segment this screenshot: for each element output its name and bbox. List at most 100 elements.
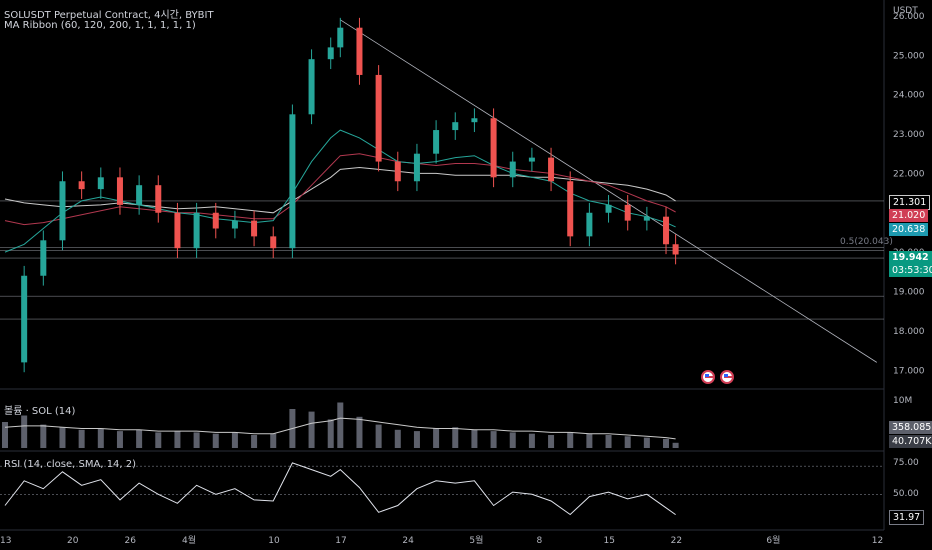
time-tick-label: 6월 [766,534,780,546]
volume-bar [509,432,516,448]
price-candle [413,153,420,182]
volume-axis-tick: 10M [893,396,913,406]
volume-ma-tag: 40.707K [889,435,932,448]
volume-bar [21,415,28,448]
price-tick-label: 26.000 [893,12,925,22]
volume-legend[interactable]: 볼륨 · SOL (14) [4,406,76,417]
price-candle [586,212,593,237]
time-tick-label: 10 [268,536,280,546]
volume-bar [97,428,104,448]
ma200-price-tag: 21.301 [889,195,931,210]
price-candle [212,212,219,229]
price-candle [375,74,382,162]
ma60-line [4,129,676,253]
price-candle [59,181,66,241]
price-tick-label: 19.000 [893,288,925,298]
volume-bar [375,424,382,448]
price-candle [624,204,631,221]
price-candle [643,216,650,221]
volume-bar [452,427,459,448]
time-tick-label: 26 [125,536,137,546]
price-candle [155,185,162,213]
rsi-legend[interactable]: RSI (14, close, SMA, 14, 2) [4,459,137,470]
trendline [340,19,877,363]
countdown-tag: 03:53:30 [889,264,932,277]
price-candle [394,161,401,182]
volume-bar [586,433,593,448]
price-tick-label: 24.000 [893,91,925,101]
volume-bar [327,419,334,448]
time-tick-label: 22 [671,536,682,546]
volume-bar [394,429,401,448]
price-candle [97,177,104,190]
volume-bar [78,429,85,448]
price-candle [567,181,574,237]
rsi-tick-75: 75.00 [893,458,919,468]
price-candle [672,244,679,255]
volume-bar [624,436,631,448]
ma120-price-tag: 21.020 [889,209,929,222]
price-tick-label: 25.000 [893,51,925,61]
price-candle [78,181,85,190]
price-candle [490,118,497,178]
price-candle [452,122,459,131]
price-candle [116,177,123,205]
price-tick-label: 23.000 [893,130,925,140]
volume-bar [193,432,200,448]
time-tick-label: 4월 [182,534,196,546]
price-candle [548,157,555,182]
ma200-line [4,166,676,214]
price-candle [605,204,612,213]
ma60-price-tag: 20.638 [889,223,929,236]
time-tick-label: 17 [335,536,346,546]
time-tick-label: 20 [67,536,79,546]
volume-bar [59,427,66,448]
time-tick-label: 5월 [469,534,483,546]
last-price-tag: 19.942 [889,251,932,264]
volume-bar [528,433,535,448]
volume-bar [672,442,679,448]
volume-bar [136,429,143,448]
ma120-line [4,153,676,226]
rsi-value-tag: 31.97 [889,510,925,525]
volume-bar [251,435,258,448]
price-candle [663,216,670,245]
symbol-title[interactable]: SOLUSDT Perpetual Contract, 4시간, BYBIT [4,10,214,21]
time-tick-label: 12 [872,536,883,546]
currency-label: USDT [893,6,918,16]
fib-label: 0.5(20.043) [840,237,893,247]
price-candle [471,118,478,123]
volume-bar [2,422,8,448]
price-candle [40,240,47,276]
price-tick-label: 17.000 [893,366,925,376]
price-candle [433,130,440,154]
price-candle [289,114,296,249]
volume-bar [433,428,440,448]
volume-bar [337,402,344,448]
price-candle [21,275,28,363]
volume-bar [471,429,478,448]
price-tick-label: 22.000 [893,169,925,179]
price-candle [270,236,277,249]
time-tick-label: 13 [0,536,11,546]
rsi-tick-50: 50.00 [893,489,919,499]
ma-ribbon-legend[interactable]: MA Ribbon (60, 120, 200, 1, 1, 1, 1, 1) [4,20,196,31]
volume-bar [643,437,650,448]
price-candle [528,157,535,162]
price-candle [327,47,334,60]
us-flag-icon[interactable] [701,370,715,384]
price-candle [174,212,181,249]
volume-bar [356,416,363,448]
price-candle [231,220,238,229]
us-flag-icon[interactable] [720,370,734,384]
volume-bar [605,435,612,448]
volume-bar [174,431,181,448]
time-tick-label: 15 [604,536,615,546]
price-tick-label: 18.000 [893,327,925,337]
price-candle [251,220,258,237]
time-tick-label: 24 [402,536,414,546]
volume-bar [116,431,123,448]
volume-bar [490,431,497,448]
